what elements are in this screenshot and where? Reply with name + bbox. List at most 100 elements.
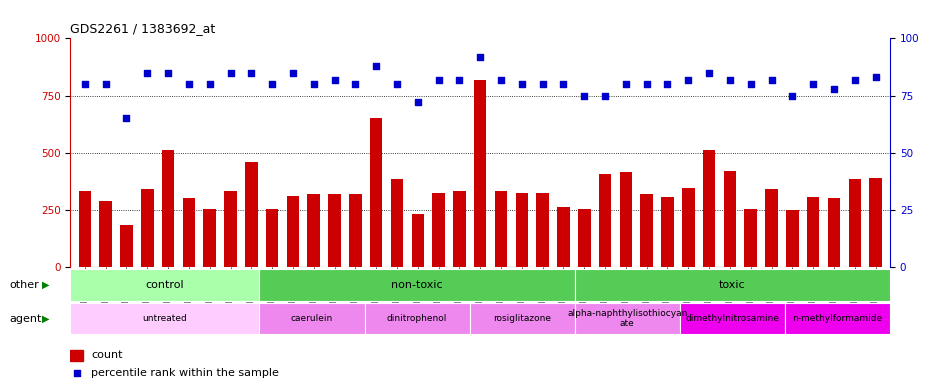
Bar	[286, 196, 299, 267]
Text: untreated: untreated	[142, 314, 187, 323]
Bar	[349, 194, 361, 267]
Bar	[70, 303, 259, 334]
Point	[139, 70, 154, 76]
Point	[597, 93, 612, 99]
Point	[431, 76, 446, 83]
Bar	[702, 151, 714, 267]
Point	[98, 81, 113, 87]
Bar	[494, 192, 506, 267]
Bar	[661, 197, 673, 267]
Point	[701, 70, 716, 76]
Bar	[266, 209, 278, 267]
Bar	[557, 207, 569, 267]
Point	[182, 81, 197, 87]
Bar	[869, 178, 881, 267]
Point	[867, 74, 882, 80]
Bar	[744, 209, 756, 267]
Text: percentile rank within the sample: percentile rank within the sample	[91, 368, 279, 378]
Text: agent: agent	[9, 313, 42, 324]
Point	[722, 76, 737, 83]
Point	[618, 81, 633, 87]
Bar	[535, 193, 548, 267]
Text: ▶: ▶	[42, 313, 50, 324]
Text: caerulein: caerulein	[290, 314, 333, 323]
Bar	[307, 194, 319, 267]
Text: dimethylnitrosamine: dimethylnitrosamine	[685, 314, 779, 323]
Bar	[370, 118, 382, 267]
Bar	[70, 269, 259, 301]
Text: toxic: toxic	[719, 280, 745, 290]
Point	[659, 81, 674, 87]
Bar	[574, 303, 680, 334]
Point	[410, 99, 425, 106]
Point	[78, 81, 93, 87]
Text: rosiglitazone: rosiglitazone	[492, 314, 550, 323]
Bar	[680, 303, 784, 334]
Point	[638, 81, 653, 87]
Bar	[259, 303, 364, 334]
Point	[285, 70, 300, 76]
Bar	[224, 192, 237, 267]
Bar	[578, 209, 590, 267]
Point	[514, 81, 529, 87]
Bar	[826, 199, 840, 267]
Text: ▶: ▶	[42, 280, 50, 290]
Point	[223, 70, 238, 76]
Point	[763, 76, 778, 83]
Text: non-toxic: non-toxic	[391, 280, 443, 290]
Point	[680, 76, 695, 83]
Bar	[515, 193, 528, 267]
Bar	[765, 189, 777, 267]
Bar	[469, 303, 574, 334]
Point	[784, 93, 799, 99]
Point	[202, 81, 217, 87]
Point	[389, 81, 404, 87]
Point	[846, 76, 861, 83]
Point	[119, 115, 134, 121]
Bar	[723, 171, 736, 267]
Bar	[79, 192, 91, 267]
Bar	[574, 269, 889, 301]
Text: control: control	[145, 280, 184, 290]
Bar	[411, 214, 424, 267]
Bar	[848, 179, 860, 267]
Bar	[806, 197, 818, 267]
Bar	[364, 303, 469, 334]
Text: n-methylformamide: n-methylformamide	[792, 314, 882, 323]
Text: GDS2261 / 1383692_at: GDS2261 / 1383692_at	[70, 22, 215, 35]
Bar	[203, 209, 215, 267]
Point	[742, 81, 757, 87]
Point	[493, 76, 508, 83]
Point	[826, 86, 841, 92]
Bar	[390, 179, 402, 267]
Point	[472, 54, 487, 60]
Text: alpha-naphthylisothiocyan
ate: alpha-naphthylisothiocyan ate	[566, 309, 687, 328]
Point	[805, 81, 820, 87]
Point	[534, 81, 549, 87]
Bar	[328, 194, 341, 267]
Bar	[453, 192, 465, 267]
Bar	[183, 199, 195, 267]
Bar	[162, 151, 174, 267]
Point	[160, 70, 175, 76]
Point	[327, 76, 342, 83]
Point	[451, 76, 466, 83]
Bar	[681, 188, 694, 267]
Point	[555, 81, 570, 87]
Bar	[619, 172, 632, 267]
Point	[347, 81, 362, 87]
Text: other: other	[9, 280, 39, 290]
Bar	[70, 349, 82, 361]
Bar	[598, 174, 610, 267]
Bar	[245, 162, 257, 267]
Text: dinitrophenol: dinitrophenol	[387, 314, 446, 323]
Point	[306, 81, 321, 87]
Bar	[431, 193, 445, 267]
Text: count: count	[91, 350, 123, 360]
Bar	[784, 303, 889, 334]
Bar	[141, 189, 154, 267]
Point	[69, 370, 84, 376]
Point	[577, 93, 592, 99]
Bar	[474, 79, 486, 267]
Bar	[120, 225, 133, 267]
